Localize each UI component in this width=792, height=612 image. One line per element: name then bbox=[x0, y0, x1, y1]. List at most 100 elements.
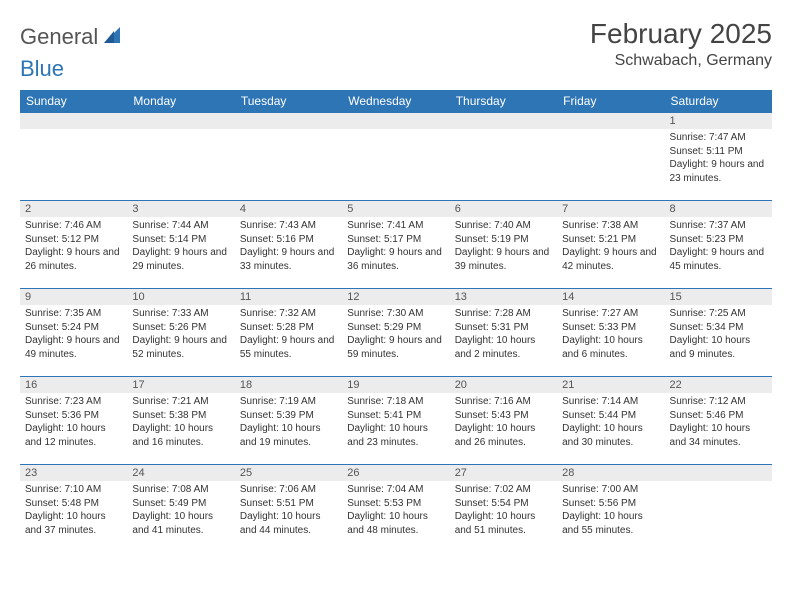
daylight-text: Daylight: 9 hours and 52 minutes. bbox=[132, 334, 229, 361]
sunset-text: Sunset: 5:17 PM bbox=[347, 233, 444, 247]
day-content: Sunrise: 7:46 AMSunset: 5:12 PMDaylight:… bbox=[20, 217, 127, 277]
day-content: Sunrise: 7:12 AMSunset: 5:46 PMDaylight:… bbox=[665, 393, 772, 453]
calendar-cell: 10Sunrise: 7:33 AMSunset: 5:26 PMDayligh… bbox=[127, 289, 234, 377]
calendar-cell: 15Sunrise: 7:25 AMSunset: 5:34 PMDayligh… bbox=[665, 289, 772, 377]
calendar-cell: 16Sunrise: 7:23 AMSunset: 5:36 PMDayligh… bbox=[20, 377, 127, 465]
day-number: 8 bbox=[665, 201, 772, 217]
sunrise-text: Sunrise: 7:04 AM bbox=[347, 483, 444, 497]
sunset-text: Sunset: 5:29 PM bbox=[347, 321, 444, 335]
calendar-cell: 17Sunrise: 7:21 AMSunset: 5:38 PMDayligh… bbox=[127, 377, 234, 465]
weekday-header: Sunday bbox=[20, 90, 127, 113]
sunrise-text: Sunrise: 7:33 AM bbox=[132, 307, 229, 321]
day-number: 6 bbox=[450, 201, 557, 217]
sunset-text: Sunset: 5:28 PM bbox=[240, 321, 337, 335]
sunset-text: Sunset: 5:21 PM bbox=[562, 233, 659, 247]
sunset-text: Sunset: 5:12 PM bbox=[25, 233, 122, 247]
day-number: 22 bbox=[665, 377, 772, 393]
calendar-cell: 26Sunrise: 7:04 AMSunset: 5:53 PMDayligh… bbox=[342, 465, 449, 553]
sunrise-text: Sunrise: 7:16 AM bbox=[455, 395, 552, 409]
calendar-cell: 28Sunrise: 7:00 AMSunset: 5:56 PMDayligh… bbox=[557, 465, 664, 553]
day-number: 26 bbox=[342, 465, 449, 481]
day-number: 2 bbox=[20, 201, 127, 217]
day-content: Sunrise: 7:19 AMSunset: 5:39 PMDaylight:… bbox=[235, 393, 342, 453]
sunset-text: Sunset: 5:46 PM bbox=[670, 409, 767, 423]
sunset-text: Sunset: 5:16 PM bbox=[240, 233, 337, 247]
brand-part1: General bbox=[20, 24, 98, 50]
daylight-text: Daylight: 10 hours and 12 minutes. bbox=[25, 422, 122, 449]
sunrise-text: Sunrise: 7:12 AM bbox=[670, 395, 767, 409]
day-content: Sunrise: 7:33 AMSunset: 5:26 PMDaylight:… bbox=[127, 305, 234, 365]
day-number bbox=[342, 113, 449, 129]
day-content: Sunrise: 7:23 AMSunset: 5:36 PMDaylight:… bbox=[20, 393, 127, 453]
daylight-text: Daylight: 9 hours and 49 minutes. bbox=[25, 334, 122, 361]
sunset-text: Sunset: 5:56 PM bbox=[562, 497, 659, 511]
day-number: 28 bbox=[557, 465, 664, 481]
sunset-text: Sunset: 5:49 PM bbox=[132, 497, 229, 511]
calendar-cell: 5Sunrise: 7:41 AMSunset: 5:17 PMDaylight… bbox=[342, 201, 449, 289]
sunset-text: Sunset: 5:14 PM bbox=[132, 233, 229, 247]
day-content: Sunrise: 7:44 AMSunset: 5:14 PMDaylight:… bbox=[127, 217, 234, 277]
calendar-cell: 1Sunrise: 7:47 AMSunset: 5:11 PMDaylight… bbox=[665, 113, 772, 201]
calendar-week: 23Sunrise: 7:10 AMSunset: 5:48 PMDayligh… bbox=[20, 465, 772, 553]
daylight-text: Daylight: 9 hours and 29 minutes. bbox=[132, 246, 229, 273]
sunrise-text: Sunrise: 7:19 AM bbox=[240, 395, 337, 409]
sunrise-text: Sunrise: 7:37 AM bbox=[670, 219, 767, 233]
day-number: 9 bbox=[20, 289, 127, 305]
calendar-cell: 27Sunrise: 7:02 AMSunset: 5:54 PMDayligh… bbox=[450, 465, 557, 553]
calendar-week: 9Sunrise: 7:35 AMSunset: 5:24 PMDaylight… bbox=[20, 289, 772, 377]
daylight-text: Daylight: 9 hours and 55 minutes. bbox=[240, 334, 337, 361]
day-number: 24 bbox=[127, 465, 234, 481]
day-content: Sunrise: 7:41 AMSunset: 5:17 PMDaylight:… bbox=[342, 217, 449, 277]
sunset-text: Sunset: 5:41 PM bbox=[347, 409, 444, 423]
daylight-text: Daylight: 10 hours and 19 minutes. bbox=[240, 422, 337, 449]
calendar-cell: 25Sunrise: 7:06 AMSunset: 5:51 PMDayligh… bbox=[235, 465, 342, 553]
day-content: Sunrise: 7:32 AMSunset: 5:28 PMDaylight:… bbox=[235, 305, 342, 365]
daylight-text: Daylight: 10 hours and 44 minutes. bbox=[240, 510, 337, 537]
sunset-text: Sunset: 5:11 PM bbox=[670, 145, 767, 159]
daylight-text: Daylight: 9 hours and 33 minutes. bbox=[240, 246, 337, 273]
calendar-week: 1Sunrise: 7:47 AMSunset: 5:11 PMDaylight… bbox=[20, 113, 772, 201]
daylight-text: Daylight: 10 hours and 2 minutes. bbox=[455, 334, 552, 361]
sunrise-text: Sunrise: 7:35 AM bbox=[25, 307, 122, 321]
daylight-text: Daylight: 10 hours and 26 minutes. bbox=[455, 422, 552, 449]
day-number: 1 bbox=[665, 113, 772, 129]
day-number: 4 bbox=[235, 201, 342, 217]
calendar-cell: 2Sunrise: 7:46 AMSunset: 5:12 PMDaylight… bbox=[20, 201, 127, 289]
day-number: 7 bbox=[557, 201, 664, 217]
sunset-text: Sunset: 5:33 PM bbox=[562, 321, 659, 335]
day-number: 11 bbox=[235, 289, 342, 305]
daylight-text: Daylight: 10 hours and 37 minutes. bbox=[25, 510, 122, 537]
day-content: Sunrise: 7:30 AMSunset: 5:29 PMDaylight:… bbox=[342, 305, 449, 365]
day-content: Sunrise: 7:40 AMSunset: 5:19 PMDaylight:… bbox=[450, 217, 557, 277]
sunrise-text: Sunrise: 7:18 AM bbox=[347, 395, 444, 409]
day-content: Sunrise: 7:38 AMSunset: 5:21 PMDaylight:… bbox=[557, 217, 664, 277]
calendar-cell: 19Sunrise: 7:18 AMSunset: 5:41 PMDayligh… bbox=[342, 377, 449, 465]
sunrise-text: Sunrise: 7:21 AM bbox=[132, 395, 229, 409]
weekday-header: Wednesday bbox=[342, 90, 449, 113]
calendar-cell: 7Sunrise: 7:38 AMSunset: 5:21 PMDaylight… bbox=[557, 201, 664, 289]
day-content: Sunrise: 7:08 AMSunset: 5:49 PMDaylight:… bbox=[127, 481, 234, 541]
day-number: 23 bbox=[20, 465, 127, 481]
weekday-header: Thursday bbox=[450, 90, 557, 113]
calendar-cell: 14Sunrise: 7:27 AMSunset: 5:33 PMDayligh… bbox=[557, 289, 664, 377]
daylight-text: Daylight: 10 hours and 6 minutes. bbox=[562, 334, 659, 361]
day-number: 19 bbox=[342, 377, 449, 393]
sail-icon bbox=[102, 25, 122, 50]
calendar-cell bbox=[127, 113, 234, 201]
sunset-text: Sunset: 5:19 PM bbox=[455, 233, 552, 247]
daylight-text: Daylight: 9 hours and 36 minutes. bbox=[347, 246, 444, 273]
calendar-cell: 3Sunrise: 7:44 AMSunset: 5:14 PMDaylight… bbox=[127, 201, 234, 289]
calendar-cell bbox=[665, 465, 772, 553]
day-number bbox=[235, 113, 342, 129]
location: Schwabach, Germany bbox=[590, 52, 772, 70]
sunset-text: Sunset: 5:26 PM bbox=[132, 321, 229, 335]
day-content: Sunrise: 7:16 AMSunset: 5:43 PMDaylight:… bbox=[450, 393, 557, 453]
sunset-text: Sunset: 5:24 PM bbox=[25, 321, 122, 335]
calendar-cell: 23Sunrise: 7:10 AMSunset: 5:48 PMDayligh… bbox=[20, 465, 127, 553]
daylight-text: Daylight: 10 hours and 30 minutes. bbox=[562, 422, 659, 449]
day-content: Sunrise: 7:18 AMSunset: 5:41 PMDaylight:… bbox=[342, 393, 449, 453]
daylight-text: Daylight: 9 hours and 23 minutes. bbox=[670, 158, 767, 185]
sunset-text: Sunset: 5:36 PM bbox=[25, 409, 122, 423]
sunset-text: Sunset: 5:54 PM bbox=[455, 497, 552, 511]
sunrise-text: Sunrise: 7:46 AM bbox=[25, 219, 122, 233]
